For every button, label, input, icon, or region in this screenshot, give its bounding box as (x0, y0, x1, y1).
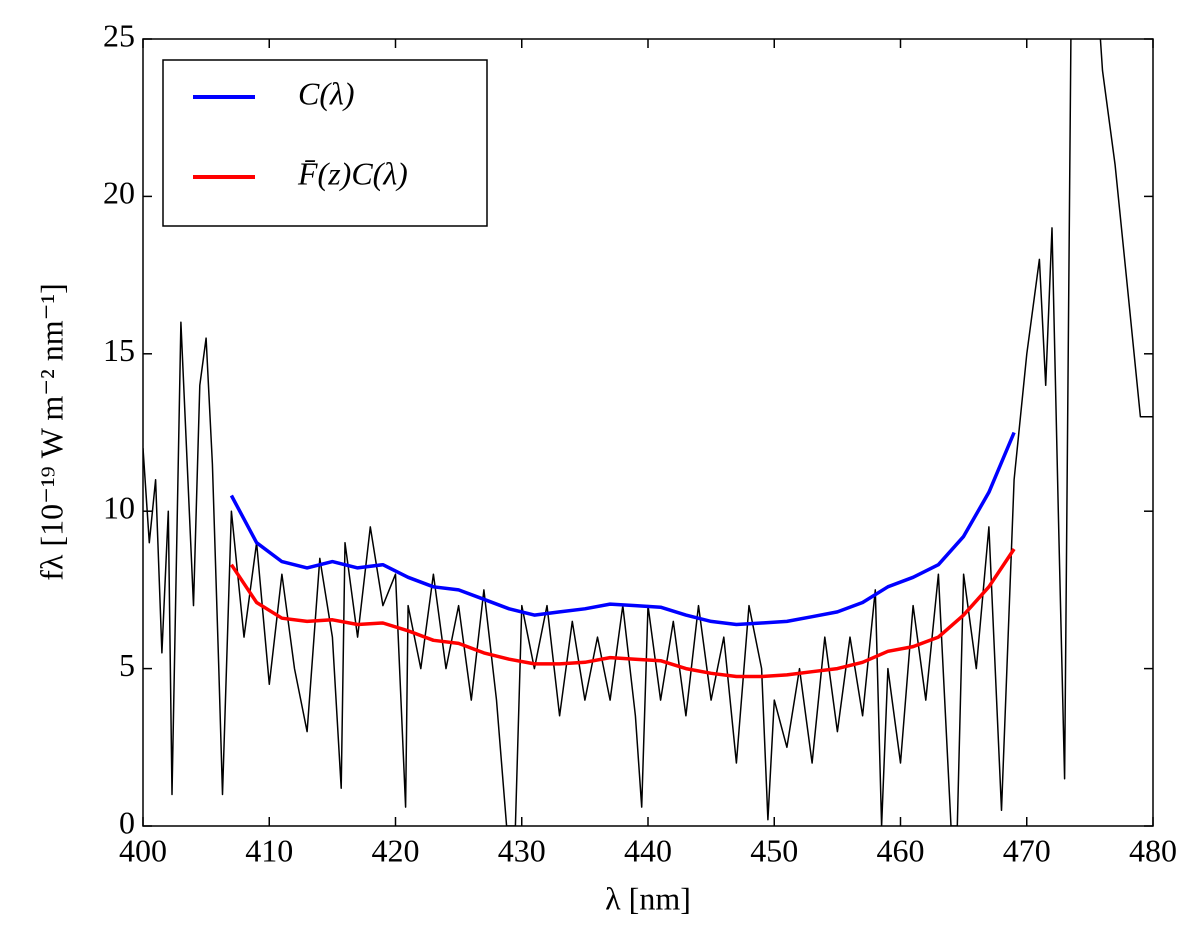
x-tick-label: 480 (1129, 832, 1177, 868)
y-tick-label: 5 (119, 647, 135, 683)
x-tick-label: 450 (750, 832, 798, 868)
x-tick-label: 430 (498, 832, 546, 868)
plot-area (143, 39, 1153, 826)
y-tick-label: 25 (103, 17, 135, 53)
legend-label: F̄(z)C(λ) (297, 155, 408, 191)
legend-label: C(λ) (298, 75, 355, 111)
plot-frame (142, 38, 1154, 827)
x-tick-label: 460 (877, 832, 925, 868)
y-tick-label: 20 (103, 175, 135, 211)
x-tick-label: 440 (624, 832, 672, 868)
x-tick-label: 400 (119, 832, 167, 868)
x-tick-label: 470 (1003, 832, 1051, 868)
series-line (229, 548, 1016, 679)
y-tick-label: 0 (119, 804, 135, 840)
y-axis-label: fλ [10⁻¹⁹ W m⁻² nm⁻¹] (33, 283, 69, 581)
x-tick-label: 410 (245, 832, 293, 868)
legend (162, 59, 488, 227)
series-line (143, 39, 1153, 826)
y-tick-label: 10 (103, 490, 135, 526)
y-tick-label: 15 (103, 332, 135, 368)
series-line (229, 431, 1016, 627)
x-tick-label: 420 (372, 832, 420, 868)
x-axis-label: λ [nm] (605, 880, 691, 916)
